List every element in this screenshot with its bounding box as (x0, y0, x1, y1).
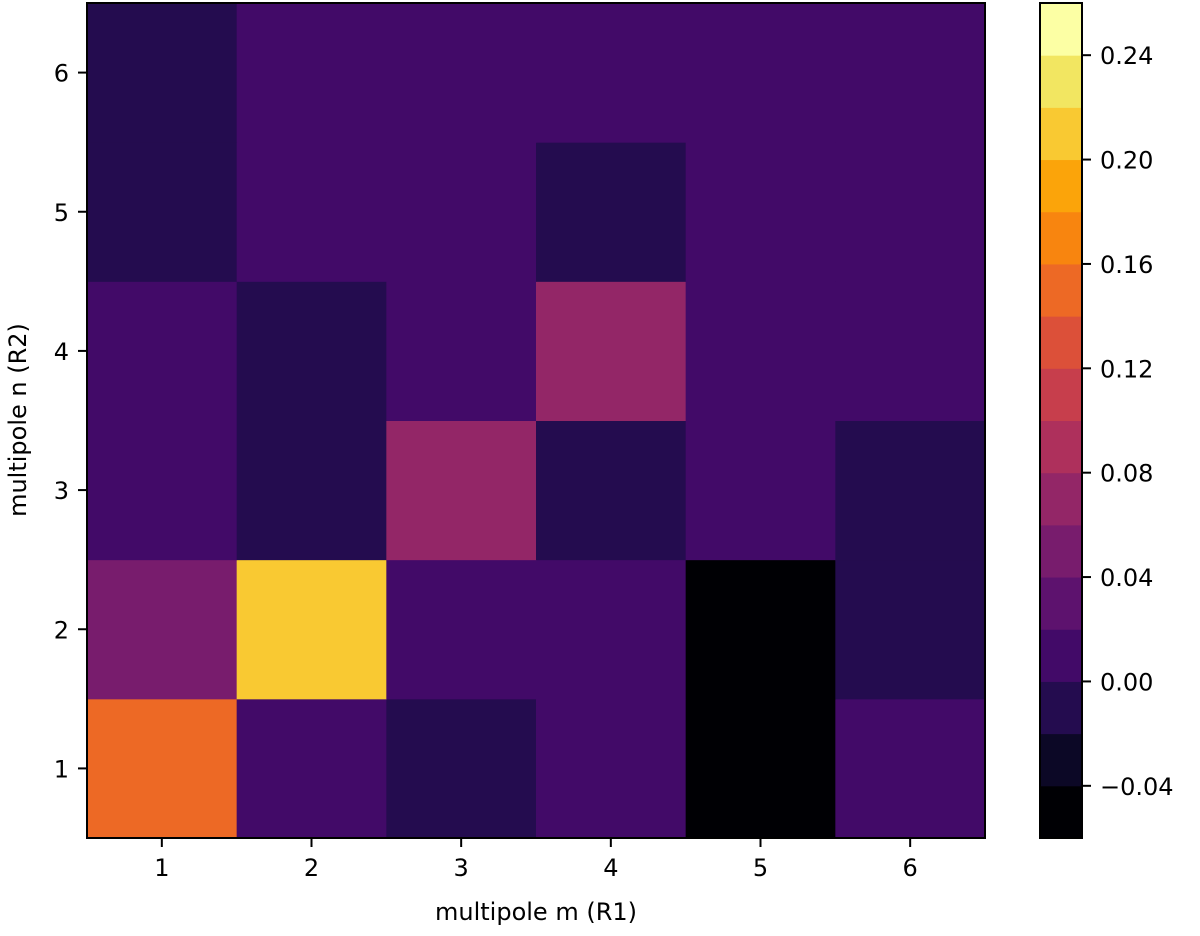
heatmap-cell-m2-n5 (236, 142, 387, 282)
heatmap-cell-m5-n6 (685, 3, 836, 143)
colorbar-bin (1040, 472, 1082, 526)
colorbar-bin (1040, 3, 1082, 56)
heatmap-cell-m5-n2 (685, 559, 836, 700)
heatmap-cell-m4-n6 (536, 3, 687, 143)
heatmap-cell-m5-n1 (685, 698, 836, 839)
colorbar-bin (1040, 420, 1082, 474)
colorbar-bin (1040, 211, 1082, 265)
heatmap-cell-m4-n1 (536, 698, 687, 839)
heatmap-cell-m5-n4 (685, 281, 836, 421)
colorbar-tick-label: 0.04 (1100, 564, 1153, 592)
colorbar-bin (1040, 733, 1082, 787)
colorbar-tick-label: 0.00 (1100, 668, 1153, 696)
y-tick-label: 1 (54, 755, 69, 783)
x-tick-label: 3 (454, 854, 469, 882)
colorbar-bin (1040, 368, 1082, 421)
plot-frame (86, 2, 986, 839)
heatmap-cell-m6-n3 (835, 420, 986, 561)
heatmap-cell-m6-n2 (835, 559, 986, 700)
heatmap-cell-m2-n4 (236, 281, 387, 421)
colorbar-bin (1040, 263, 1082, 317)
y-axis-ticks: 1 2 3 4 5 6 (54, 60, 87, 783)
colorbar-tick-label: 0.16 (1100, 251, 1153, 279)
colorbar-tick-label: −0.04 (1100, 773, 1174, 801)
colorbar-tick-label: 0.20 (1100, 147, 1153, 175)
colorbar-bin (1040, 785, 1082, 839)
y-tick-label: 2 (54, 616, 69, 644)
heatmap-cell-m2-n1 (236, 698, 387, 839)
colorbar-ticks: −0.04 0.00 0.04 0.08 0.12 0.16 0.20 0.24 (1082, 42, 1174, 801)
heatmap-cell-m6-n6 (835, 3, 986, 143)
heatmap-cell-m3-n4 (386, 281, 537, 421)
x-axis-ticks: 1 2 3 4 5 6 (154, 838, 918, 882)
heatmap-cell-m1-n1 (87, 698, 238, 839)
colorbar-tick-label: 0.24 (1100, 42, 1153, 70)
heatmap-cell-m1-n6 (87, 3, 238, 143)
colorbar-bin (1040, 107, 1082, 161)
y-tick-label: 6 (54, 60, 69, 88)
x-tick-label: 5 (753, 854, 768, 882)
heatmap-cell-m6-n5 (835, 142, 986, 282)
heatmap-cell-m1-n2 (87, 559, 238, 700)
heatmap-cell-m1-n3 (87, 420, 238, 561)
heatmap-cell-m3-n6 (386, 3, 537, 143)
heatmap-cell-m3-n2 (386, 559, 537, 700)
heatmap-cell-m3-n3 (386, 420, 537, 561)
x-tick-label: 6 (903, 854, 918, 882)
y-tick-label: 3 (54, 477, 69, 505)
x-tick-label: 4 (603, 854, 618, 882)
heatmap-cell-m2-n3 (236, 420, 387, 561)
colorbar-bin (1040, 629, 1082, 682)
heatmap-cells (87, 3, 986, 839)
heatmap-cell-m3-n1 (386, 698, 537, 839)
x-tick-label: 1 (154, 854, 169, 882)
colorbar (1040, 3, 1082, 839)
heatmap-cell-m5-n3 (685, 420, 836, 561)
colorbar-bin (1040, 681, 1082, 735)
colorbar-bin (1040, 316, 1082, 369)
y-axis-label: multipole n (R2) (4, 323, 32, 517)
colorbar-bin (1040, 524, 1082, 578)
colorbar-tick-label: 0.08 (1100, 460, 1153, 488)
y-tick-label: 4 (54, 338, 69, 366)
colorbar-bin (1040, 577, 1082, 630)
colorbar-tick-label: 0.12 (1100, 355, 1153, 383)
heatmap-cell-m1-n4 (87, 281, 238, 421)
heatmap-cell-m1-n5 (87, 142, 238, 282)
heatmap-cell-m5-n5 (685, 142, 836, 282)
heatmap-cell-m6-n4 (835, 281, 986, 421)
x-tick-label: 2 (304, 854, 319, 882)
y-tick-label: 5 (54, 199, 69, 227)
x-axis-label: multipole m (R1) (435, 898, 637, 926)
heatmap-cell-m3-n5 (386, 142, 537, 282)
colorbar-frame (1039, 2, 1083, 839)
heatmap-cell-m4-n3 (536, 420, 687, 561)
heatmap-cell-m4-n2 (536, 559, 687, 700)
colorbar-bin (1040, 55, 1082, 108)
heatmap-cell-m2-n2 (236, 559, 387, 700)
heatmap-cell-m4-n5 (536, 142, 687, 282)
heatmap-cell-m6-n1 (835, 698, 986, 839)
colorbar-bin (1040, 159, 1082, 213)
heatmap-cell-m2-n6 (236, 3, 387, 143)
heatmap-cell-m4-n4 (536, 281, 687, 421)
